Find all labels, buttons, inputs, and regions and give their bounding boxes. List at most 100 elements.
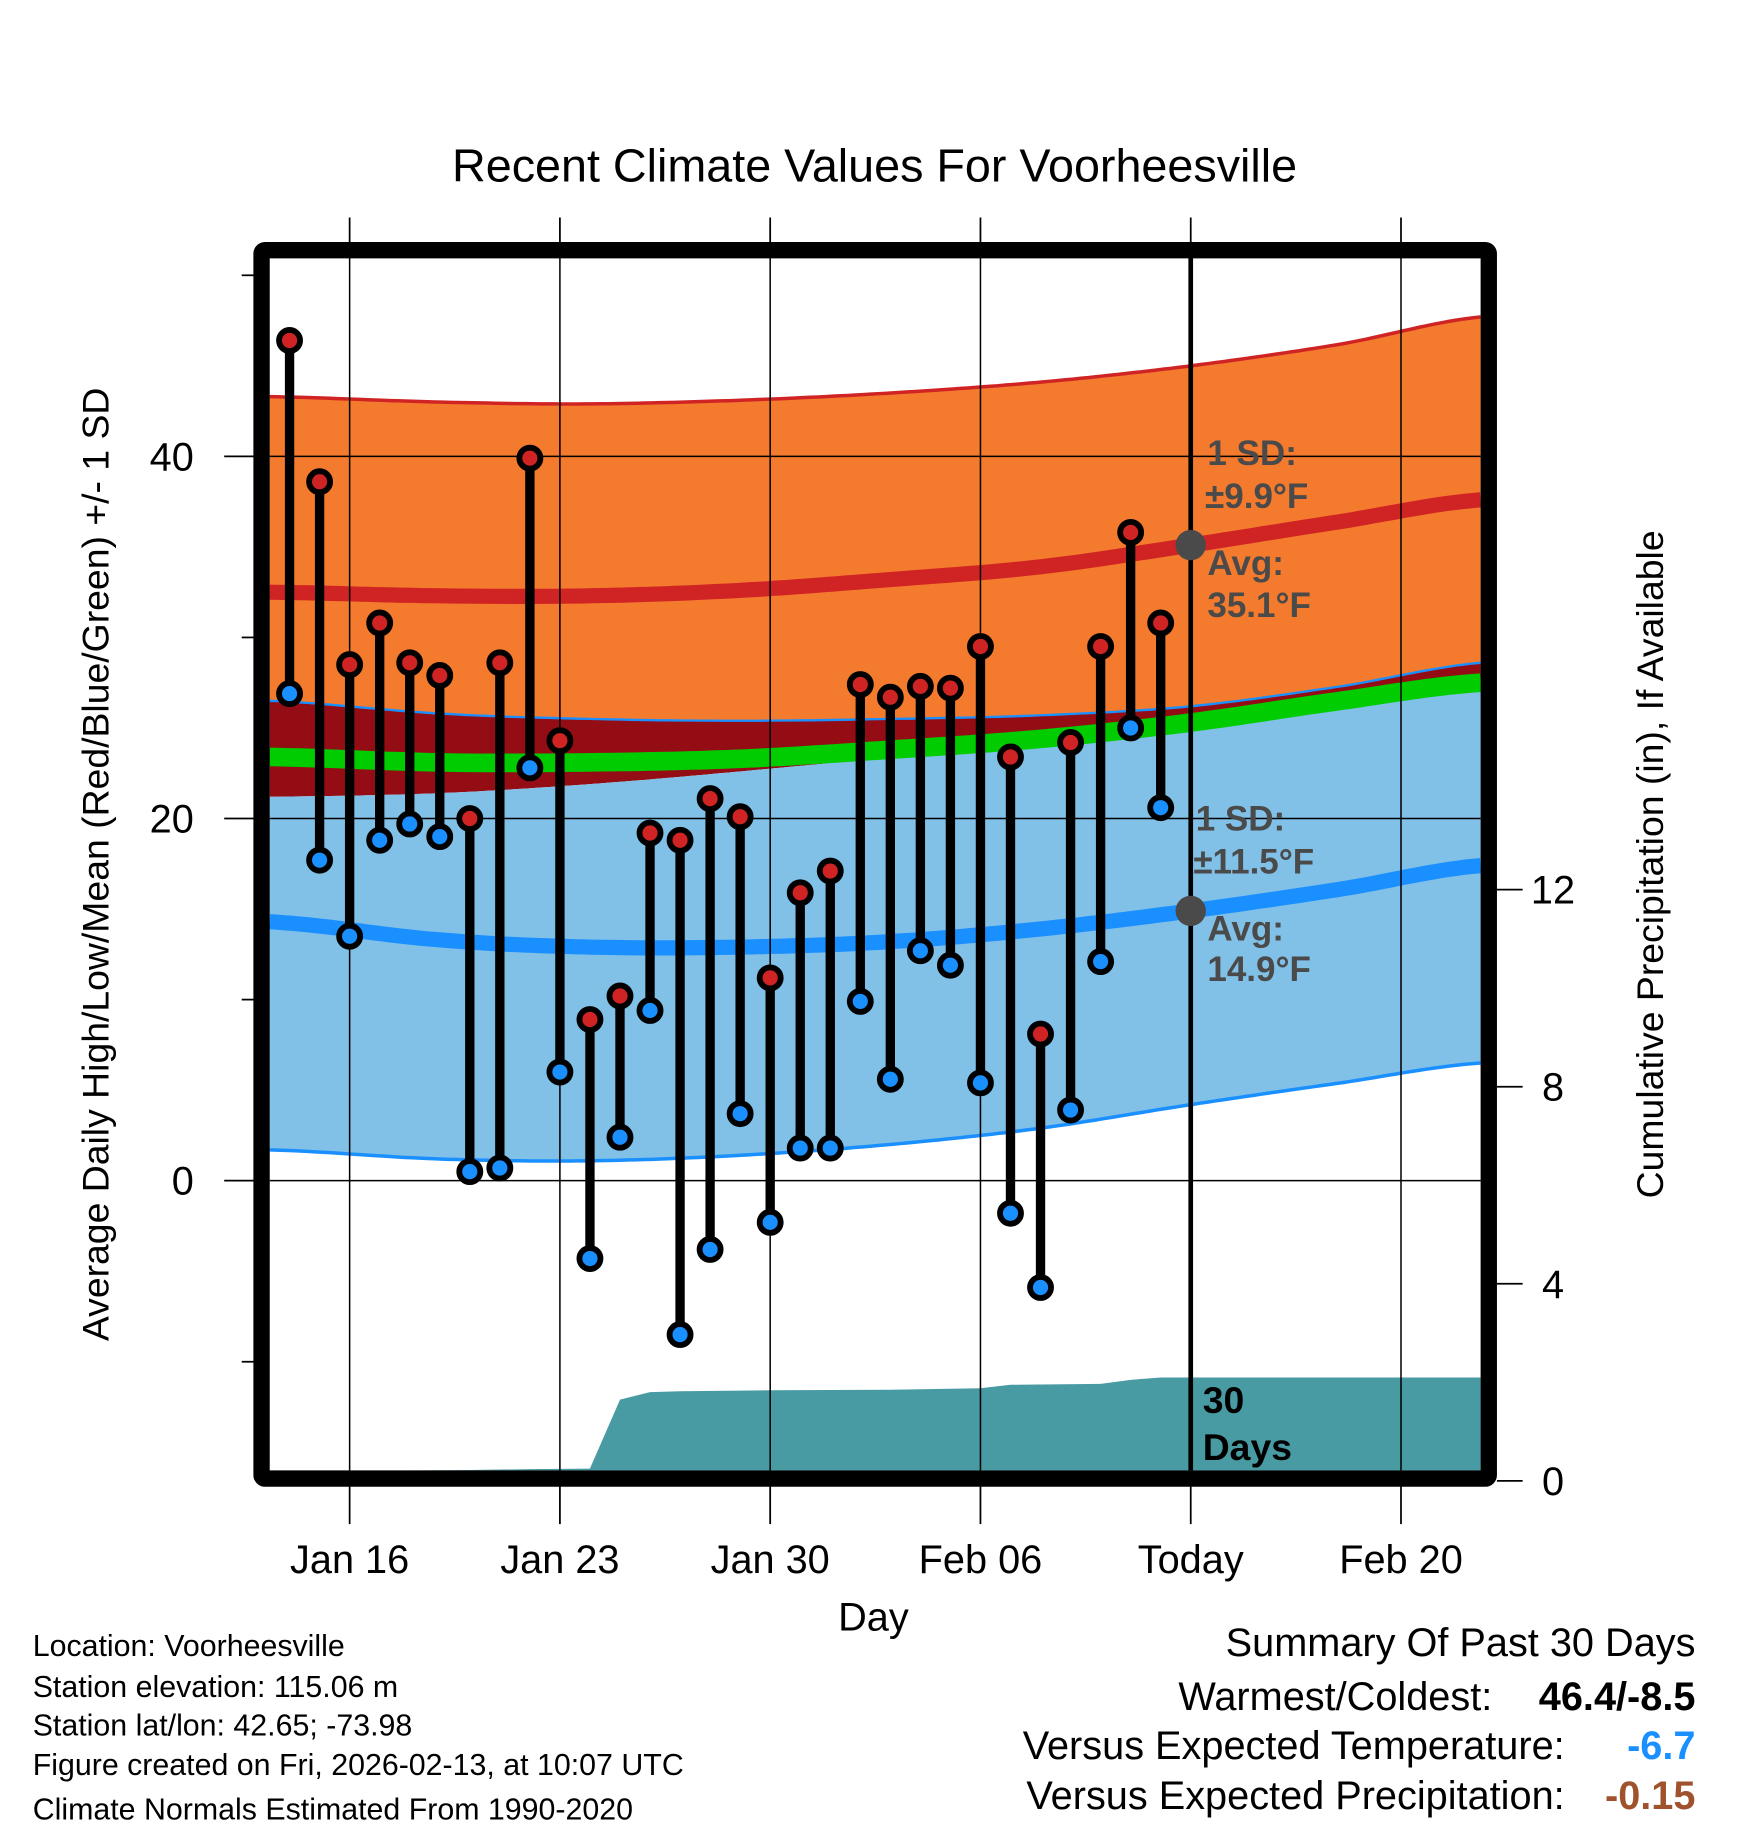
precip-area <box>349 1377 1481 1471</box>
daily-low-point <box>997 1199 1024 1227</box>
daily-high-point <box>636 819 664 847</box>
footer-created: Figure created on Fri, 2026-02-13, at 10… <box>33 1749 684 1782</box>
footer-elevation: Station elevation: 115.06 m <box>33 1671 399 1704</box>
high-sd-band <box>269 316 1481 721</box>
footer-latlon: Station lat/lon: 42.65; -73.98 <box>33 1709 413 1742</box>
mean-line <box>269 673 1482 773</box>
x-tick-label: Jan 16 <box>290 1538 409 1582</box>
daily-high-point <box>576 1006 604 1033</box>
daily-bars <box>276 327 1175 1349</box>
high-sd-value: ±9.9°F <box>1205 477 1308 516</box>
daily-low-point <box>967 1069 994 1097</box>
daily-high-point <box>726 803 754 831</box>
daily-low-point <box>936 951 964 979</box>
daily-high-point <box>997 743 1024 771</box>
days-count-label: 30 <box>1203 1379 1245 1421</box>
low-avg-marker <box>1175 895 1206 927</box>
daily-high-point <box>546 727 574 755</box>
summary-precip-label: Versus Expected Precipitation: <box>1026 1774 1564 1818</box>
daily-low-point <box>906 937 934 965</box>
y2-tick-label: 8 <box>1542 1066 1564 1110</box>
daily-high-point <box>1027 1020 1054 1048</box>
daily-high-point <box>1087 633 1115 660</box>
low-sd-band <box>269 691 1481 1161</box>
daily-high-point <box>366 609 394 637</box>
y-tick-label: 0 <box>172 1160 194 1204</box>
y2-axis-label: Cumulative Precipitation (in), If Availa… <box>1629 530 1671 1198</box>
daily-high-point <box>756 964 784 992</box>
daily-low-point <box>396 810 424 838</box>
x-tick-label: Feb 06 <box>919 1538 1043 1582</box>
daily-low-point <box>1087 948 1115 975</box>
summary-warm-cold-value: 46.4/-8.5 <box>1539 1675 1696 1719</box>
high-avg-marker <box>1175 529 1206 561</box>
daily-high-point <box>486 649 514 677</box>
daily-low-point <box>306 846 334 874</box>
daily-low-point <box>276 680 303 708</box>
daily-high-point <box>306 468 334 496</box>
daily-high-point <box>336 651 364 679</box>
daily-high-point <box>906 672 934 700</box>
daily-high-point <box>396 649 424 677</box>
daily-low-point <box>456 1158 484 1186</box>
x-tick-label: Jan 23 <box>500 1538 619 1582</box>
precip-cumulative-area <box>349 1377 1481 1471</box>
daily-high-point <box>606 982 634 1010</box>
daily-low-point <box>576 1245 604 1272</box>
x-tick-label: Feb 20 <box>1339 1538 1463 1582</box>
summary-temp-value: -6.7 <box>1627 1724 1695 1768</box>
footer-normals: Climate Normals Estimated From 1990-2020 <box>33 1794 633 1827</box>
daily-high-point <box>456 805 484 832</box>
x-tick-label: Today <box>1138 1538 1244 1582</box>
normal-bands <box>269 315 1482 1163</box>
low-avg-value: 14.9°F <box>1207 950 1311 989</box>
daily-high-point <box>1057 729 1084 756</box>
high-sd-label: 1 SD: <box>1207 434 1297 473</box>
high-avg-label: Avg: <box>1207 544 1284 583</box>
annotations: 1 SD: ±9.9°F Avg: 35.1°F 1 SD: ±11.5°F A… <box>1175 434 1314 1468</box>
high-avg-value: 35.1°F <box>1207 586 1311 625</box>
daily-high-point <box>426 662 454 689</box>
y-tick-label: 40 <box>150 435 194 479</box>
daily-high-point <box>846 671 874 698</box>
daily-low-point <box>666 1321 694 1349</box>
summary-precip-value: -0.15 <box>1605 1774 1695 1818</box>
daily-high-point <box>1117 518 1145 546</box>
daily-low-point <box>606 1123 634 1151</box>
daily-low-point <box>1117 714 1145 742</box>
summary-temp-label: Versus Expected Temperature: <box>1023 1724 1565 1768</box>
daily-low-point <box>696 1236 724 1263</box>
daily-low-point <box>726 1100 754 1128</box>
high-plus-sd-line <box>269 315 1481 406</box>
daily-low-point <box>636 997 664 1024</box>
daily-low-point <box>426 823 454 851</box>
high-minus-sd-line <box>269 661 1481 722</box>
daily-low-point <box>1057 1096 1084 1124</box>
daily-low-point <box>756 1208 784 1236</box>
low-avg-label: Avg: <box>1207 909 1284 948</box>
daily-low-point <box>486 1154 514 1182</box>
daily-low-point <box>786 1134 814 1162</box>
daily-high-point <box>786 879 814 907</box>
daily-low-point <box>366 826 394 854</box>
daily-high-point <box>816 857 844 885</box>
daily-high-point <box>876 683 904 711</box>
low-sd-label: 1 SD: <box>1196 800 1286 839</box>
y2-tick-label: 4 <box>1542 1263 1564 1307</box>
daily-high-point <box>1147 609 1175 637</box>
y-tick-label: 20 <box>150 798 194 842</box>
x-tick-label: Jan 30 <box>711 1538 830 1582</box>
daily-high-point <box>696 785 724 813</box>
x-axis-label: Day <box>838 1595 909 1639</box>
summary-warm-cold-label: Warmest/Coldest: <box>1178 1675 1492 1719</box>
days-word-label: Days <box>1203 1426 1292 1468</box>
daily-low-point <box>336 922 364 950</box>
daily-low-point <box>1027 1274 1054 1301</box>
chart-title: Recent Climate Values For Voorheesville <box>452 139 1297 191</box>
summary-title: Summary Of Past 30 Days <box>1226 1621 1696 1665</box>
daily-high-point <box>666 826 694 854</box>
daily-low-point <box>816 1134 844 1162</box>
axes: Jan 16 Jan 23 Jan 30 Feb 06 Today Feb 20 0 20 40… <box>150 274 1575 1582</box>
daily-high-point <box>967 633 994 660</box>
y2-tick-label: 12 <box>1531 869 1575 913</box>
